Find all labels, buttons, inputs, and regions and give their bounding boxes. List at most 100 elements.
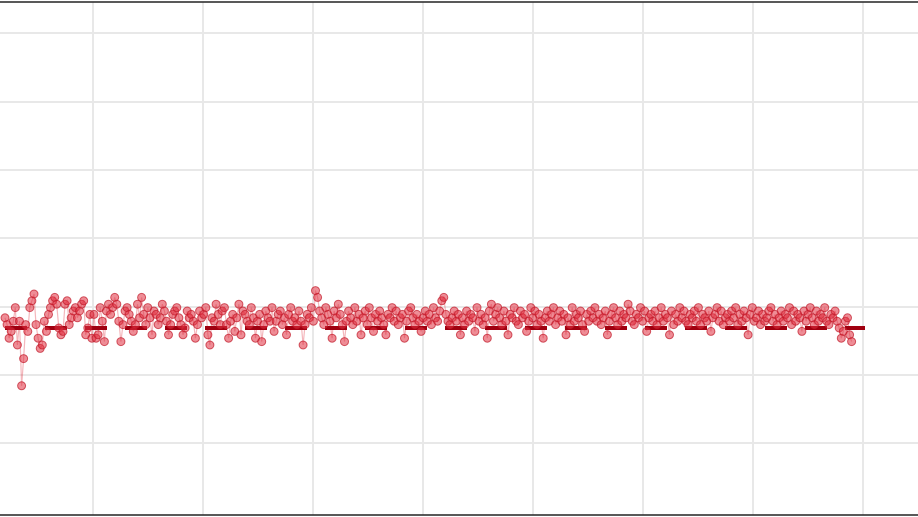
data-point [662, 313, 672, 323]
data-point [416, 326, 426, 336]
data-point [275, 306, 285, 316]
data-point [10, 303, 20, 313]
data-point [141, 320, 151, 330]
data-point [362, 320, 372, 330]
data-point [164, 330, 173, 340]
data-point [190, 333, 200, 343]
data-point [282, 330, 291, 340]
data-point [89, 309, 99, 319]
data-point [257, 337, 267, 347]
data-point [269, 326, 279, 336]
data-point [205, 340, 215, 350]
series-line [4, 290, 853, 386]
data-point [693, 303, 703, 313]
data-point [580, 326, 590, 336]
data-point [112, 299, 122, 309]
data-point [642, 326, 652, 336]
data-point [41, 326, 51, 336]
data-point [480, 313, 490, 323]
data-point [118, 320, 128, 330]
data-point [244, 320, 254, 330]
data-point [219, 303, 229, 313]
data-point [137, 292, 147, 302]
data-point [538, 333, 548, 343]
data-point [313, 292, 323, 302]
data-point [224, 333, 234, 343]
data-point [130, 320, 140, 330]
data-point [472, 303, 482, 313]
data-point [203, 330, 213, 340]
data-point [201, 303, 211, 313]
data-point [62, 296, 72, 306]
data-point [234, 299, 244, 309]
data-point [400, 333, 409, 343]
data-point [602, 330, 612, 340]
data-point [133, 299, 142, 309]
data-point [820, 303, 830, 313]
data-point [364, 303, 374, 313]
data-point [406, 303, 416, 313]
data-point [147, 330, 157, 340]
data-point [629, 320, 639, 330]
data-point [116, 337, 126, 347]
data-point [731, 303, 741, 313]
data-point [520, 309, 530, 319]
data-point [232, 313, 242, 323]
data-point [567, 303, 577, 313]
data-point [97, 316, 107, 326]
data-point [58, 326, 68, 336]
data-point [19, 354, 29, 364]
data-point [31, 320, 41, 330]
data-point [843, 313, 852, 323]
data-point [482, 333, 492, 343]
data-point [824, 320, 834, 330]
data-point [333, 299, 343, 309]
data-point [306, 303, 316, 313]
data-point [683, 320, 693, 330]
data-point [83, 323, 93, 333]
data-point [52, 299, 62, 309]
data-point [590, 303, 600, 313]
data-point [93, 330, 103, 340]
data-point [211, 299, 221, 309]
data-point [743, 330, 753, 340]
data-point [665, 330, 674, 340]
data-point [12, 340, 22, 350]
data-point [356, 330, 366, 340]
data-point [246, 303, 256, 313]
data-point [381, 330, 391, 340]
data-point [455, 330, 465, 340]
data-point [17, 381, 27, 391]
data-point [439, 292, 449, 302]
data-point [379, 320, 389, 330]
data-point [847, 337, 857, 347]
data-point [79, 296, 89, 306]
data-point [286, 303, 296, 313]
data-point [37, 340, 47, 350]
data-point [166, 320, 176, 330]
data-point [236, 330, 246, 340]
data-point [33, 333, 43, 343]
marker-layer [0, 286, 857, 391]
data-point [39, 316, 49, 326]
data-point [470, 326, 480, 336]
data-point [503, 330, 513, 340]
data-point [172, 303, 182, 313]
data-point [783, 313, 792, 323]
data-point [29, 289, 39, 299]
data-point [180, 323, 190, 333]
data-point [340, 337, 349, 347]
data-point [561, 330, 571, 340]
data-point [327, 333, 337, 343]
data-point [335, 309, 345, 319]
series-layer [4, 290, 853, 386]
data-point [6, 326, 16, 336]
data-point [193, 320, 202, 330]
data-point [433, 316, 443, 326]
data-point [706, 326, 716, 336]
data-point [267, 303, 277, 313]
data-point [350, 303, 360, 313]
data-point [522, 326, 532, 336]
